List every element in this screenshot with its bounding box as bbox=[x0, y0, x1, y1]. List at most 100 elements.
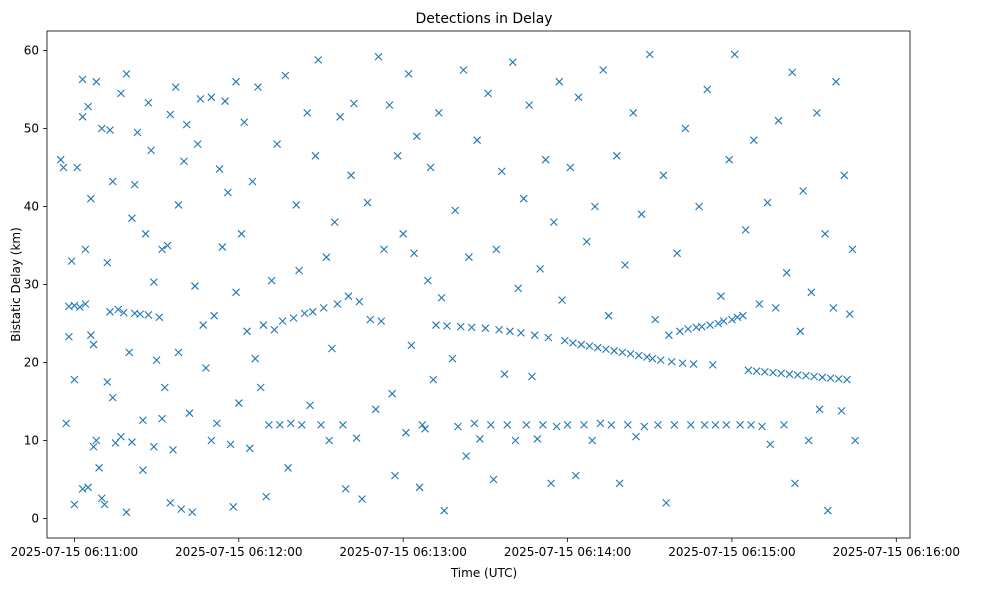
data-point bbox=[103, 258, 112, 267]
data-point bbox=[193, 140, 202, 148]
data-point bbox=[158, 414, 166, 423]
data-point bbox=[747, 421, 755, 429]
data-point bbox=[62, 419, 71, 428]
data-point bbox=[429, 375, 438, 384]
data-point bbox=[665, 331, 673, 340]
data-point bbox=[262, 492, 271, 501]
data-point bbox=[678, 359, 687, 368]
data-point bbox=[158, 245, 166, 254]
data-point bbox=[517, 328, 525, 337]
data-point bbox=[462, 452, 471, 460]
data-point bbox=[256, 383, 265, 392]
data-point bbox=[144, 311, 153, 319]
x-tick-label: 2025-07-15 06:11:00 bbox=[11, 545, 138, 559]
data-point bbox=[119, 308, 128, 317]
data-point bbox=[81, 300, 90, 308]
data-point bbox=[467, 323, 476, 332]
data-point bbox=[366, 315, 375, 324]
data-point bbox=[415, 483, 424, 492]
data-point bbox=[322, 253, 331, 262]
x-tick-label: 2025-07-15 06:12:00 bbox=[175, 545, 302, 559]
data-point bbox=[541, 155, 550, 164]
data-point bbox=[191, 282, 199, 290]
data-point bbox=[522, 421, 531, 429]
data-point bbox=[514, 284, 523, 293]
data-point bbox=[511, 436, 520, 445]
data-point bbox=[160, 383, 169, 392]
data-point bbox=[114, 305, 123, 314]
data-point bbox=[604, 311, 613, 320]
data-point bbox=[267, 276, 276, 285]
data-point bbox=[70, 500, 79, 509]
plot-area bbox=[46, 30, 911, 539]
data-point bbox=[549, 218, 558, 226]
data-point bbox=[470, 419, 479, 428]
data-point bbox=[330, 218, 339, 226]
data-point bbox=[207, 436, 216, 445]
data-point bbox=[275, 421, 284, 429]
data-point bbox=[117, 432, 125, 441]
data-point bbox=[741, 226, 750, 234]
data-point bbox=[182, 120, 191, 129]
data-point bbox=[662, 499, 671, 507]
data-point bbox=[97, 494, 106, 503]
data-point bbox=[670, 421, 679, 429]
data-point bbox=[122, 70, 131, 78]
data-point bbox=[843, 375, 851, 384]
data-point bbox=[423, 276, 432, 285]
data-point bbox=[314, 55, 323, 64]
data-point bbox=[281, 71, 290, 80]
data-point bbox=[654, 421, 662, 429]
data-point bbox=[402, 428, 410, 437]
data-point bbox=[703, 85, 712, 94]
data-point bbox=[615, 479, 624, 488]
data-point bbox=[700, 421, 709, 429]
data-point bbox=[133, 128, 142, 137]
data-point bbox=[188, 508, 197, 517]
data-point bbox=[508, 58, 517, 67]
data-point bbox=[84, 102, 92, 111]
data-point bbox=[810, 372, 818, 381]
data-point bbox=[443, 321, 451, 330]
data-point bbox=[144, 98, 153, 107]
data-point bbox=[229, 502, 238, 511]
data-point bbox=[528, 372, 536, 381]
data-points bbox=[56, 50, 860, 517]
data-point bbox=[248, 177, 257, 186]
data-point bbox=[259, 321, 268, 329]
data-point bbox=[265, 421, 273, 429]
data-point bbox=[706, 321, 714, 329]
y-tick-label: 50 bbox=[24, 122, 39, 136]
data-point bbox=[733, 313, 742, 322]
data-point bbox=[451, 206, 460, 215]
data-point bbox=[92, 77, 101, 86]
data-point bbox=[489, 475, 498, 484]
data-point bbox=[202, 364, 210, 372]
data-point bbox=[481, 324, 490, 333]
data-point bbox=[621, 261, 629, 269]
data-point bbox=[418, 421, 427, 429]
data-point bbox=[837, 406, 846, 415]
data-point bbox=[303, 109, 312, 117]
data-point bbox=[426, 163, 435, 172]
data-point bbox=[149, 278, 158, 287]
data-point bbox=[497, 167, 506, 176]
x-axis: 2025-07-15 06:11:00 2025-07-15 06:12:00 20… bbox=[11, 538, 960, 559]
data-point bbox=[341, 484, 350, 493]
x-tick-label: 2025-07-15 06:13:00 bbox=[339, 545, 466, 559]
data-point bbox=[555, 77, 564, 86]
data-point bbox=[328, 344, 336, 353]
data-point bbox=[582, 237, 591, 246]
data-point bbox=[130, 180, 139, 189]
data-point bbox=[180, 157, 188, 166]
data-point bbox=[97, 124, 106, 133]
data-point bbox=[385, 101, 394, 109]
data-point bbox=[643, 353, 651, 361]
data-point bbox=[563, 421, 572, 429]
data-point bbox=[673, 249, 682, 258]
data-point bbox=[412, 132, 421, 141]
data-point bbox=[147, 146, 155, 155]
data-point bbox=[788, 68, 797, 77]
data-point bbox=[254, 83, 262, 92]
data-point bbox=[659, 171, 668, 180]
